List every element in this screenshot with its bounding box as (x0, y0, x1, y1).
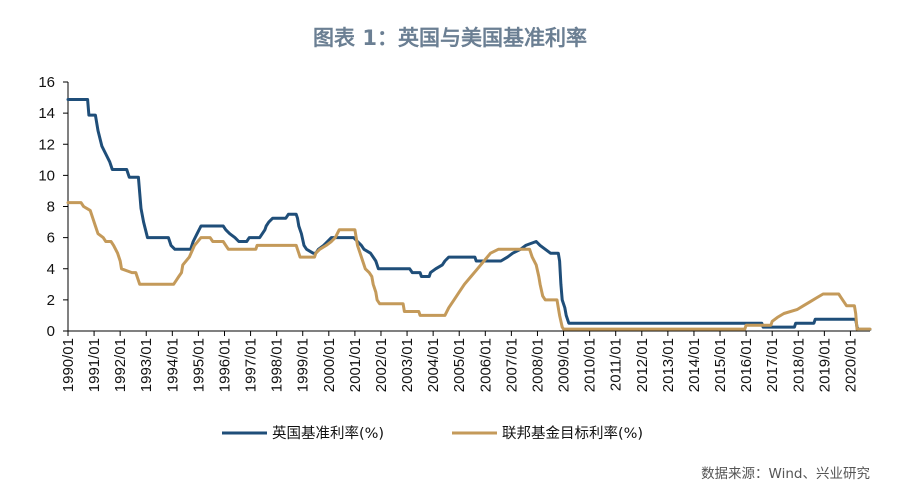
x-tick-label: 2008/01 (529, 338, 546, 392)
x-tick-label: 1995/01 (190, 338, 207, 392)
x-tick-label: 1993/01 (138, 338, 155, 392)
x-tick-label: 2015/01 (712, 338, 729, 392)
x-tick-label: 2006/01 (477, 338, 494, 392)
x-tick-label: 2001/01 (347, 338, 364, 392)
x-tick-label: 1991/01 (86, 338, 103, 392)
series-line-1 (66, 98, 872, 331)
x-tick-label: 2011/01 (608, 338, 625, 391)
x-tick-label: 2000/01 (321, 338, 338, 392)
x-tick-label: 2014/01 (686, 338, 703, 392)
x-tick-label: 2009/01 (556, 338, 573, 392)
x-tick-label: 1992/01 (112, 338, 129, 392)
x-tick-label: 1998/01 (269, 338, 286, 392)
x-tick-label: 2002/01 (373, 338, 390, 392)
x-tick-label: 2016/01 (738, 338, 755, 392)
series-layer (66, 98, 872, 331)
y-tick-label: 2 (47, 292, 55, 309)
chart-title: 图表 1：英国与美国基准利率 (313, 26, 587, 50)
x-tick-label: 1996/01 (216, 338, 233, 392)
x-tick-label: 2012/01 (634, 338, 651, 392)
x-tick-label: 2010/01 (582, 338, 599, 392)
legend-label-1: 英国基准利率(%) (272, 424, 384, 442)
x-tick-label: 1994/01 (164, 338, 181, 392)
x-tick-label: 2005/01 (451, 338, 468, 392)
y-tick-label: 8 (47, 199, 55, 216)
series-line-2 (66, 201, 872, 331)
y-tick-label: 4 (47, 261, 55, 278)
y-tick-label: 14 (38, 105, 55, 122)
x-tick-label: 2004/01 (425, 338, 442, 392)
y-axis-ticks: 0 2 4 6 8 10 12 14 16 (38, 74, 68, 340)
x-tick-label: 2020/01 (842, 338, 859, 392)
y-tick-label: 10 (38, 167, 55, 184)
y-tick-label: 0 (47, 323, 55, 340)
x-tick-label: 1999/01 (295, 338, 312, 392)
x-tick-label: 2018/01 (790, 338, 807, 392)
x-tick-label: 2013/01 (660, 338, 677, 392)
axes (67, 82, 870, 332)
x-tick-label: 1990/01 (60, 338, 77, 392)
legend: 英国基准利率(%) 联邦基金目标利率(%) (222, 424, 643, 442)
x-tick-label: 2017/01 (764, 338, 781, 392)
x-tick-label: 1997/01 (243, 338, 260, 392)
source-note: 数据来源：Wind、兴业研究 (701, 466, 870, 482)
x-tick-label: 2019/01 (816, 338, 833, 392)
y-tick-label: 6 (47, 230, 55, 247)
x-axis-ticks: 1990/01 1991/01 1992/01 1993/01 1994/01 1995/… (60, 331, 859, 392)
legend-label-2: 联邦基金目标利率(%) (502, 425, 643, 442)
y-tick-label: 12 (38, 136, 55, 153)
x-tick-label: 2007/01 (503, 338, 520, 392)
x-tick-label: 2003/01 (399, 338, 416, 392)
y-tick-label: 16 (38, 74, 55, 91)
